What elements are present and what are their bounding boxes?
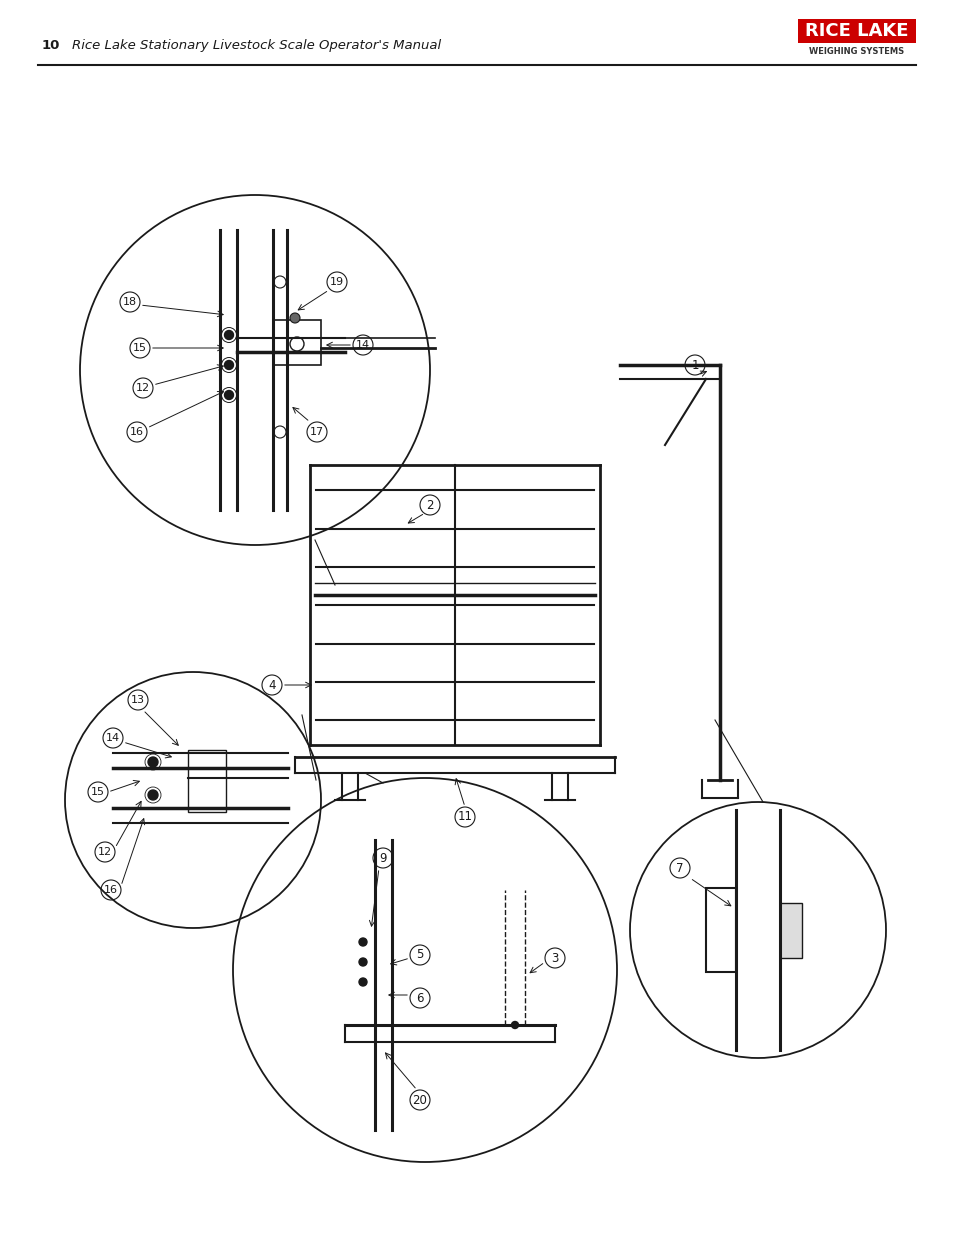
Bar [780, 903, 801, 958]
Text: 16: 16 [130, 427, 144, 437]
Text: 15: 15 [132, 343, 147, 353]
Text: 7: 7 [676, 862, 683, 874]
Text: 6: 6 [416, 992, 423, 1004]
Circle shape [511, 1021, 518, 1029]
Text: RICE LAKE: RICE LAKE [804, 22, 908, 40]
Circle shape [224, 361, 233, 369]
Text: 11: 11 [457, 810, 472, 824]
Bar [188, 750, 226, 811]
Circle shape [290, 312, 299, 324]
Text: 12: 12 [135, 383, 150, 393]
Text: 5: 5 [416, 948, 423, 962]
Bar [705, 888, 735, 972]
Circle shape [358, 939, 367, 946]
Circle shape [358, 978, 367, 986]
Circle shape [224, 390, 233, 399]
Text: 17: 17 [310, 427, 324, 437]
Text: 10: 10 [42, 38, 60, 52]
Text: 2: 2 [426, 499, 434, 511]
Bar [273, 320, 320, 366]
Text: 19: 19 [330, 277, 344, 287]
Circle shape [148, 757, 158, 767]
Text: 20: 20 [412, 1093, 427, 1107]
Circle shape [358, 958, 367, 966]
Text: 13: 13 [131, 695, 145, 705]
Circle shape [148, 790, 158, 800]
Text: WEIGHING SYSTEMS: WEIGHING SYSTEMS [808, 47, 903, 56]
Text: 4: 4 [268, 678, 275, 692]
Text: 12: 12 [98, 847, 112, 857]
Text: 16: 16 [104, 885, 118, 895]
Text: 9: 9 [379, 851, 386, 864]
Text: 15: 15 [91, 787, 105, 797]
Text: 18: 18 [123, 296, 137, 308]
Text: 3: 3 [551, 951, 558, 965]
Text: 14: 14 [355, 340, 370, 350]
Text: 14: 14 [106, 734, 120, 743]
Circle shape [224, 331, 233, 340]
Text: Rice Lake Stationary Livestock Scale Operator's Manual: Rice Lake Stationary Livestock Scale Ope… [71, 38, 440, 52]
Bar [797, 19, 915, 43]
Text: 1: 1 [691, 358, 698, 372]
